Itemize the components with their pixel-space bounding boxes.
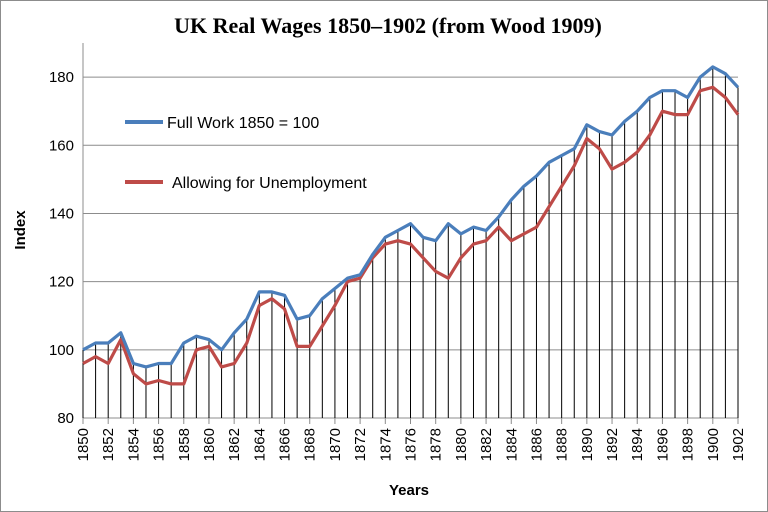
x-tick-label: 1866 (277, 428, 294, 461)
x-tick-label: 1876 (403, 428, 420, 461)
x-tick-label: 1862 (226, 428, 243, 461)
series-lines (82, 65, 740, 386)
y-tick-label: 180 (49, 69, 74, 86)
series-line-1 (82, 85, 740, 386)
y-axis-label: Index (12, 210, 29, 250)
x-tick-label: 1888 (554, 428, 571, 461)
x-tick-label: 1878 (428, 428, 445, 461)
x-tick-label: 1872 (352, 428, 369, 461)
x-tick-label: 1856 (151, 428, 168, 461)
x-tick-label: 1900 (705, 428, 722, 461)
x-tick-label: 1860 (201, 428, 218, 461)
y-tick-label: 80 (57, 410, 74, 427)
x-tick-label: 1850 (75, 428, 92, 461)
x-tick-label: 1902 (730, 428, 747, 461)
y-axis-ticks: 80 100 120 140 160 180 (49, 69, 74, 427)
x-tick-label: 1880 (453, 428, 470, 461)
legend: Full Work 1850 = 100 Allowing for Unempl… (125, 115, 367, 192)
y-tick-label: 100 (49, 342, 74, 359)
x-tick-label: 1896 (654, 428, 671, 461)
x-tick-label: 1898 (680, 428, 697, 461)
y-tick-label: 160 (49, 137, 74, 154)
legend-label-full-work: Full Work 1850 = 100 (167, 115, 319, 132)
x-axis-ticks: 1850 1852 1854 1856 1858 1860 1862 1864 1866 1868… (75, 418, 747, 461)
x-tick-label: 1870 (327, 428, 344, 461)
x-tick-label: 1864 (251, 428, 268, 461)
x-tick-label: 1892 (604, 428, 621, 461)
y-tick-label: 120 (49, 274, 74, 291)
x-tick-label: 1886 (528, 428, 545, 461)
x-tick-label: 1884 (503, 428, 520, 461)
y-tick-label: 140 (49, 205, 74, 222)
x-tick-label: 1858 (176, 428, 193, 461)
chart-title: UK Real Wages 1850–1902 (from Wood 1909) (174, 13, 602, 38)
drop-lines (82, 66, 739, 418)
x-tick-label: 1894 (629, 428, 646, 461)
x-tick-label: 1882 (478, 428, 495, 461)
x-tick-label: 1874 (377, 428, 394, 461)
x-tick-label: 1852 (100, 428, 117, 461)
series-line-0 (82, 65, 740, 369)
x-tick-label: 1854 (125, 428, 142, 461)
x-tick-label: 1868 (302, 428, 319, 461)
x-tick-label: 1890 (579, 428, 596, 461)
x-axis-label: Years (389, 482, 429, 499)
legend-label-unemployment: Allowing for Unemployment (172, 175, 367, 192)
